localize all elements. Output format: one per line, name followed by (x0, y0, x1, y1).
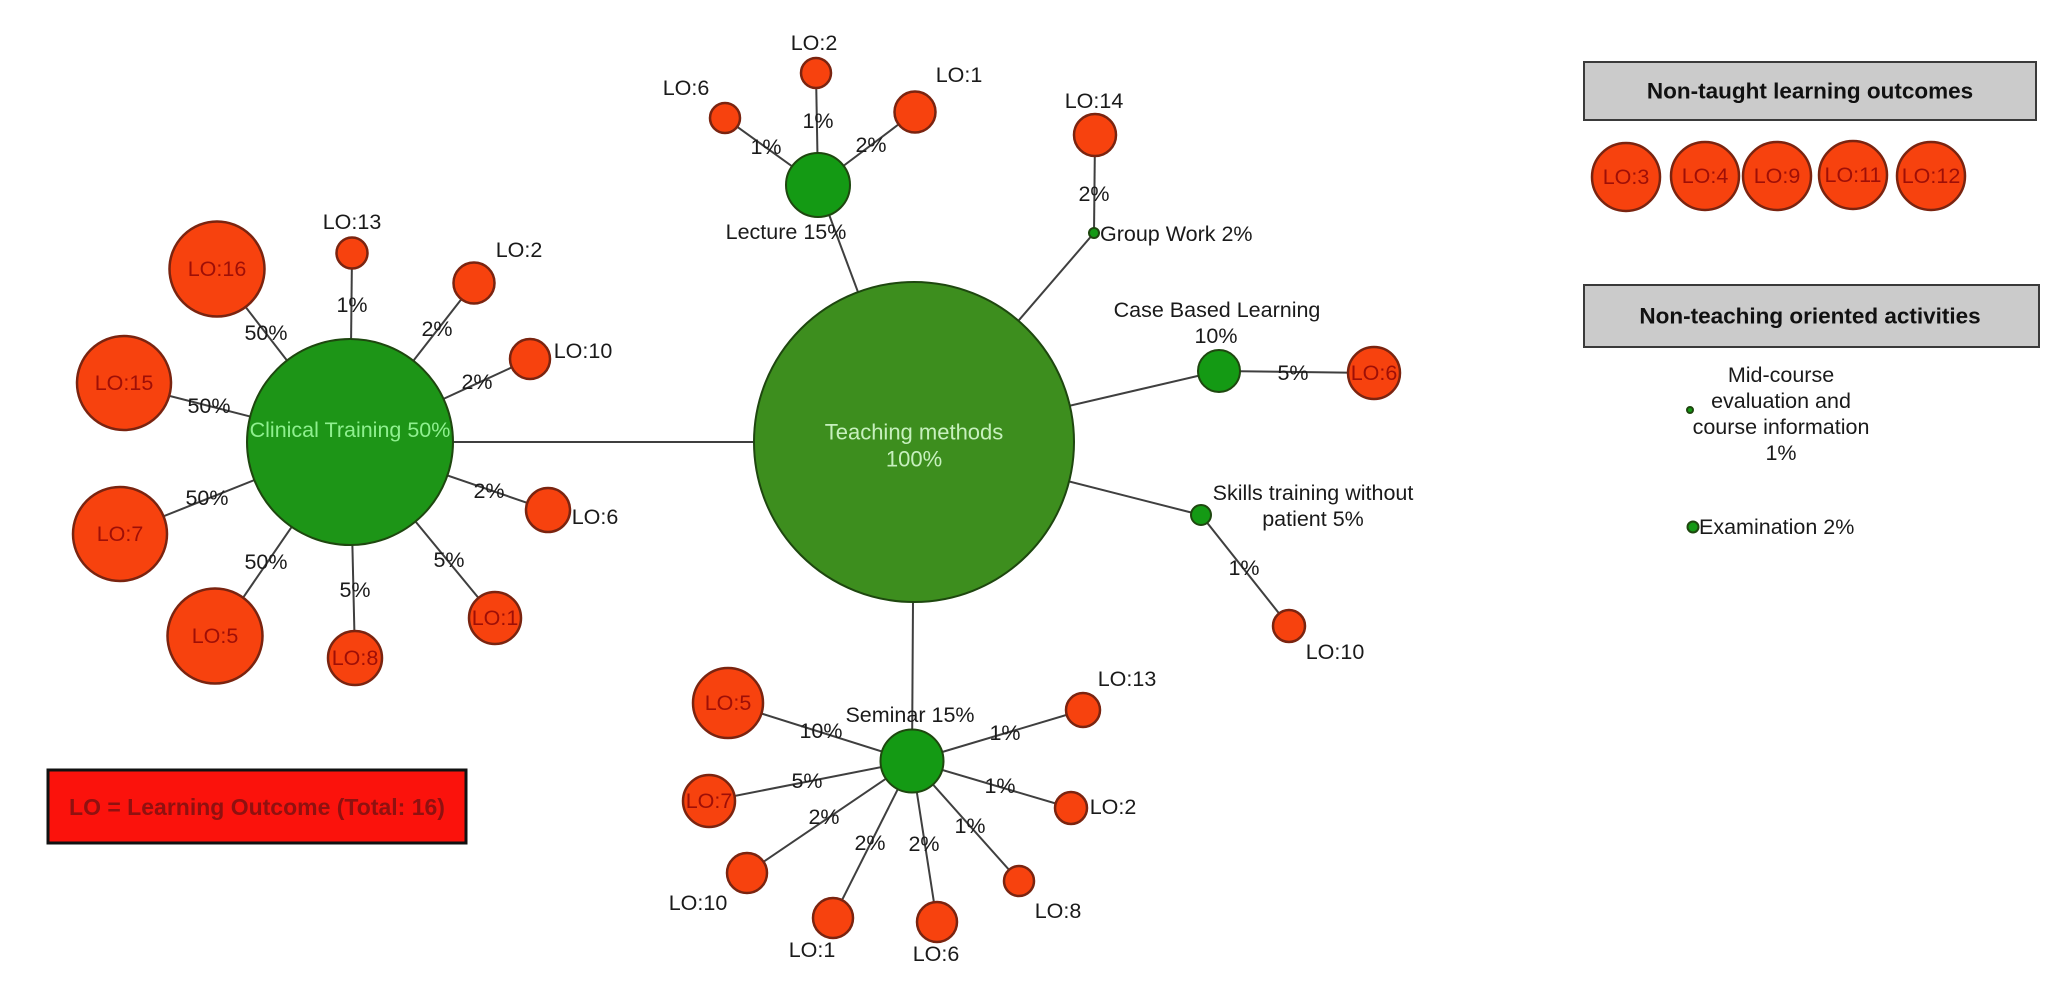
svg-text:1%: 1% (984, 774, 1015, 798)
svg-text:2%: 2% (855, 133, 886, 157)
svg-text:LO:2: LO:2 (496, 238, 543, 262)
svg-text:LO:8: LO:8 (332, 646, 379, 670)
svg-text:LO:6: LO:6 (572, 505, 619, 529)
svg-text:LO:11: LO:11 (1825, 163, 1882, 187)
svg-text:100%: 100% (886, 447, 942, 472)
svg-text:LO = Learning Outcome (Total:: LO = Learning Outcome (Total: 16) (69, 794, 445, 820)
svg-text:LO:6: LO:6 (1351, 361, 1398, 385)
svg-text:LO:7: LO:7 (686, 789, 733, 813)
svg-text:Skills training without: Skills training without (1213, 481, 1414, 505)
svg-text:LO:5: LO:5 (705, 691, 752, 715)
svg-text:2%: 2% (1078, 182, 1109, 206)
svg-text:LO:2: LO:2 (791, 31, 838, 55)
svg-text:Seminar 15%: Seminar 15% (845, 703, 974, 727)
svg-text:evaluation and: evaluation and (1711, 389, 1851, 413)
svg-text:Case Based Learning: Case Based Learning (1114, 298, 1321, 322)
svg-text:1%: 1% (750, 135, 781, 159)
svg-text:LO:10: LO:10 (669, 891, 728, 915)
svg-text:LO:16: LO:16 (188, 257, 247, 281)
svg-text:2%: 2% (421, 317, 452, 341)
svg-text:LO:15: LO:15 (95, 371, 154, 395)
svg-text:2%: 2% (854, 831, 885, 855)
svg-text:course information: course information (1693, 415, 1870, 439)
svg-text:1%: 1% (989, 721, 1020, 745)
svg-text:2%: 2% (808, 805, 839, 829)
svg-text:2%: 2% (461, 370, 492, 394)
svg-text:1%: 1% (1228, 556, 1259, 580)
svg-text:5%: 5% (339, 578, 370, 602)
svg-text:LO:8: LO:8 (1035, 899, 1082, 923)
svg-text:50%: 50% (185, 486, 228, 510)
svg-text:5%: 5% (1277, 361, 1308, 385)
svg-text:LO:13: LO:13 (1098, 667, 1157, 691)
svg-text:1%: 1% (1765, 441, 1796, 465)
svg-text:LO:13: LO:13 (323, 210, 382, 234)
svg-text:LO:14: LO:14 (1065, 89, 1124, 113)
svg-text:LO:5: LO:5 (192, 624, 239, 648)
svg-text:1%: 1% (954, 814, 985, 838)
svg-text:5%: 5% (791, 769, 822, 793)
svg-text:LO:4: LO:4 (1682, 164, 1729, 188)
svg-text:1%: 1% (802, 109, 833, 133)
svg-text:LO:2: LO:2 (1090, 795, 1137, 819)
svg-text:Clinical Training 50%: Clinical Training 50% (250, 418, 451, 442)
svg-text:LO:6: LO:6 (913, 942, 960, 966)
svg-text:10%: 10% (1194, 324, 1237, 348)
svg-text:Group Work 2%: Group Work 2% (1100, 222, 1253, 246)
svg-text:Non-taught learning outcomes: Non-taught learning outcomes (1647, 79, 1973, 104)
svg-text:LO:7: LO:7 (97, 522, 144, 546)
svg-text:Mid-course: Mid-course (1728, 363, 1834, 387)
svg-text:LO:1: LO:1 (789, 938, 836, 962)
svg-text:50%: 50% (244, 550, 287, 574)
svg-text:LO:1: LO:1 (472, 606, 519, 630)
svg-text:50%: 50% (187, 394, 230, 418)
svg-text:1%: 1% (336, 293, 367, 317)
svg-text:5%: 5% (433, 548, 464, 572)
svg-text:LO:12: LO:12 (1902, 164, 1961, 188)
svg-text:LO:6: LO:6 (663, 76, 710, 100)
svg-text:Lecture 15%: Lecture 15% (726, 220, 847, 244)
svg-text:50%: 50% (244, 321, 287, 345)
svg-text:Non-teaching oriented activiti: Non-teaching oriented activities (1639, 304, 1980, 329)
svg-text:LO:10: LO:10 (1306, 640, 1365, 664)
svg-text:LO:10: LO:10 (554, 339, 613, 363)
svg-text:LO:9: LO:9 (1754, 164, 1801, 188)
svg-text:10%: 10% (799, 719, 842, 743)
svg-text:patient 5%: patient 5% (1262, 507, 1364, 531)
svg-text:LO:3: LO:3 (1603, 165, 1650, 189)
svg-text:LO:1: LO:1 (936, 63, 983, 87)
svg-text:2%: 2% (473, 479, 504, 503)
svg-text:2%: 2% (908, 832, 939, 856)
svg-text:Teaching methods: Teaching methods (825, 420, 1004, 445)
svg-text:Examination 2%: Examination 2% (1699, 515, 1854, 539)
